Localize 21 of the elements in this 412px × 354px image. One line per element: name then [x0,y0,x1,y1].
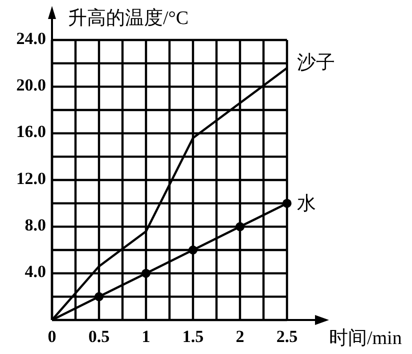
y-tick-label: 24.0 [16,28,46,48]
x-tick-label: 2.5 [276,327,298,346]
y-tick-label: 4.0 [24,262,46,282]
y-tick-label: 20.0 [16,76,46,95]
x-tick-label: 2 [236,327,244,346]
y-tick-label: 8.0 [24,216,46,235]
x-tick-label: 0 [48,327,56,346]
x-tick-label: 0.5 [88,327,110,346]
y-axis-title: 升高的温度/°C [68,7,189,29]
x-axis-title: 时间/min [329,328,402,349]
y-tick-label: 16.0 [16,122,46,142]
point [94,292,104,302]
point [236,222,244,232]
point [282,198,292,208]
series-label: 沙子 [297,52,335,74]
point [188,246,198,254]
point [142,268,150,278]
series-label: 水 [297,194,316,215]
x-tick-label: 1.5 [182,327,204,346]
x-tick-label: 1 [142,327,150,346]
y-tick-label: 12.0 [16,168,46,188]
